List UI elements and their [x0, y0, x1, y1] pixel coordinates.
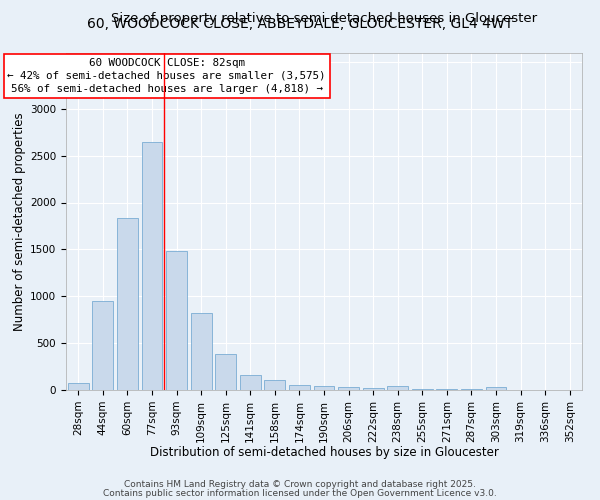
Bar [191, 313, 212, 390]
Bar [215, 354, 236, 390]
Bar [338, 387, 359, 390]
Bar [142, 142, 163, 390]
Y-axis label: Number of semi-detached properties: Number of semi-detached properties [13, 112, 26, 330]
Bar [485, 387, 506, 390]
Text: 60 WOODCOCK CLOSE: 82sqm
← 42% of semi-detached houses are smaller (3,575)
56% o: 60 WOODCOCK CLOSE: 82sqm ← 42% of semi-d… [7, 58, 326, 94]
Text: Contains HM Land Registry data © Crown copyright and database right 2025.: Contains HM Land Registry data © Crown c… [124, 480, 476, 489]
Bar [289, 385, 310, 390]
Bar [166, 251, 187, 390]
Bar [68, 382, 89, 390]
Bar [436, 388, 457, 390]
Title: Size of property relative to semi-detached houses in Gloucester: Size of property relative to semi-detach… [111, 12, 537, 25]
Bar [240, 374, 261, 390]
Bar [461, 389, 482, 390]
Text: 60, WOODCOCK CLOSE, ABBEYDALE, GLOUCESTER, GL4 4WT: 60, WOODCOCK CLOSE, ABBEYDALE, GLOUCESTE… [87, 18, 513, 32]
Bar [387, 386, 408, 390]
Bar [314, 386, 334, 390]
Bar [92, 301, 113, 390]
X-axis label: Distribution of semi-detached houses by size in Gloucester: Distribution of semi-detached houses by … [149, 446, 499, 459]
Text: Contains public sector information licensed under the Open Government Licence v3: Contains public sector information licen… [103, 488, 497, 498]
Bar [117, 218, 138, 390]
Bar [362, 388, 383, 390]
Bar [265, 380, 286, 390]
Bar [412, 388, 433, 390]
